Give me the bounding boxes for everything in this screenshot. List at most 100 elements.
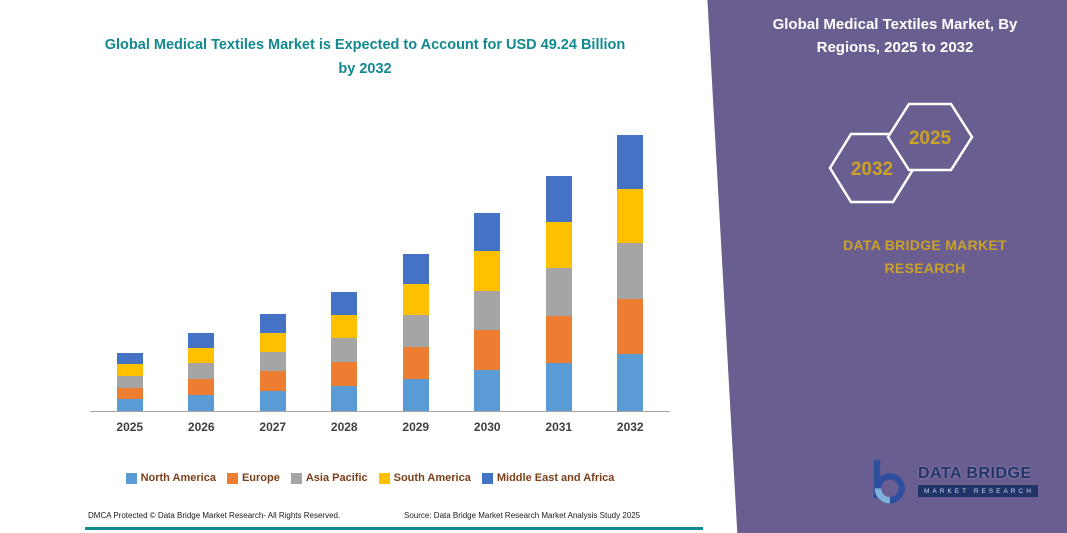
legend-label: Europe — [241, 472, 280, 484]
legend-swatch — [290, 472, 302, 484]
bar-segment — [188, 379, 215, 395]
dbmr-logo-text: DATA BRIDGE MARKET RESEARCH — [918, 465, 1038, 497]
bar-column — [94, 131, 166, 411]
bar-segment — [259, 332, 286, 352]
hexagon-year-left: 2032 — [851, 159, 893, 180]
bar-segment — [259, 313, 286, 333]
bar-column — [595, 131, 667, 411]
stacked-bar-2031 — [545, 175, 572, 411]
x-axis-label: 2026 — [187, 420, 215, 434]
bottom-accent-line — [85, 527, 703, 530]
legend-item: Middle East and Africa — [481, 472, 615, 484]
bar-segment — [617, 353, 644, 411]
bar-segment — [331, 292, 358, 316]
bar-segment — [474, 212, 501, 252]
legend-swatch — [481, 472, 493, 484]
bar-segment — [545, 268, 572, 316]
legend-item: North America — [125, 472, 216, 484]
bar-segment — [116, 363, 143, 376]
bar-segment — [617, 135, 644, 189]
bar-segment — [474, 370, 501, 411]
bar-segment — [545, 362, 572, 411]
stacked-bar-2030 — [474, 212, 501, 411]
bar-column — [166, 131, 238, 411]
bar-segment — [259, 390, 286, 411]
bar-column — [237, 131, 309, 411]
bar-column — [523, 131, 595, 411]
legend-swatch — [125, 472, 137, 484]
stacked-bar-2027 — [259, 313, 286, 411]
x-axis-labels: 2025 2026 2027 2028 2029 2030 2031 2032 — [94, 420, 666, 434]
x-axis-label: 2025 — [116, 420, 144, 434]
x-axis-label: 2030 — [473, 420, 501, 434]
bar-segment — [259, 371, 286, 391]
bar-segment — [545, 175, 572, 222]
legend-label: Asia Pacific — [305, 472, 368, 484]
x-axis-label: 2027 — [259, 420, 287, 434]
bar-segment — [188, 363, 215, 380]
bar-segment — [402, 347, 429, 379]
bar-column — [309, 131, 381, 411]
stacked-bar-2026 — [188, 332, 215, 411]
bar-segment — [331, 386, 358, 411]
side-panel-title: Global Medical Textiles Market, By Regio… — [772, 16, 1018, 57]
x-axis-label: 2032 — [616, 420, 644, 434]
chart-legend: North America Europe Asia Pacific South Ame… — [40, 472, 700, 484]
bar-segment — [402, 284, 429, 316]
logo-tagline: MARKET RESEARCH — [918, 485, 1038, 497]
legend-swatch — [226, 472, 238, 484]
bar-segment — [545, 315, 572, 363]
bar-segment — [474, 330, 501, 371]
x-axis-label: 2029 — [402, 420, 430, 434]
bar-segment — [188, 347, 215, 364]
bar-segment — [259, 351, 286, 372]
x-axis-line — [90, 411, 670, 412]
bar-segment — [617, 298, 644, 354]
stacked-bar-2028 — [331, 292, 358, 411]
bar-segment — [188, 332, 215, 348]
hexagon-badge-2025: 2025 — [886, 102, 974, 172]
legend-label: Middle East and Africa — [496, 472, 615, 484]
bar-segment — [545, 221, 572, 269]
bar-segment — [116, 387, 143, 399]
year-hexagon-badges: 2032 2025 — [828, 102, 974, 204]
bar-segment — [474, 251, 501, 291]
footer-source-text: Source: Data Bridge Market Research Mark… — [404, 511, 641, 520]
bar-segment — [331, 362, 358, 387]
bar-column — [380, 131, 452, 411]
chart-title: Global Medical Textiles Market is Expect… — [104, 37, 626, 77]
stacked-bar-2029 — [402, 254, 429, 411]
bar-segment — [402, 378, 429, 411]
bar-segment — [402, 315, 429, 348]
stacked-bar-2025 — [116, 352, 143, 411]
bar-segment — [331, 315, 358, 339]
x-axis-label: 2028 — [330, 420, 358, 434]
bar-segment — [116, 375, 143, 388]
bar-segment — [116, 352, 143, 364]
logo-name: DATA BRIDGE — [918, 465, 1032, 482]
legend-label: South America — [393, 472, 471, 484]
bar-segment — [116, 398, 143, 411]
hexagon-year-right: 2025 — [909, 128, 952, 149]
bar-segment — [474, 290, 501, 331]
bar-segment — [331, 338, 358, 363]
dbmr-logo: DATA BRIDGE MARKET RESEARCH — [866, 458, 1038, 504]
bar-segment — [188, 394, 215, 411]
legend-swatch — [378, 472, 390, 484]
legend-label: North America — [140, 472, 216, 484]
dbmr-logo-mark-icon — [873, 459, 905, 504]
bar-segment — [617, 242, 644, 299]
brand-wordmark: DATA BRIDGE MARKET RESEARCH — [843, 237, 1007, 277]
legend-item: Asia Pacific — [290, 472, 368, 484]
x-axis-label: 2031 — [545, 420, 573, 434]
stacked-bar-2032 — [617, 135, 644, 411]
legend-item: South America — [378, 472, 471, 484]
bar-chart-plot — [94, 131, 666, 411]
bar-column — [452, 131, 524, 411]
legend-item: Europe — [226, 472, 280, 484]
bar-segment — [402, 254, 429, 285]
bar-segment — [617, 188, 644, 243]
footer-dmca-text: DMCA Protected © Data Bridge Market Rese… — [88, 511, 341, 520]
